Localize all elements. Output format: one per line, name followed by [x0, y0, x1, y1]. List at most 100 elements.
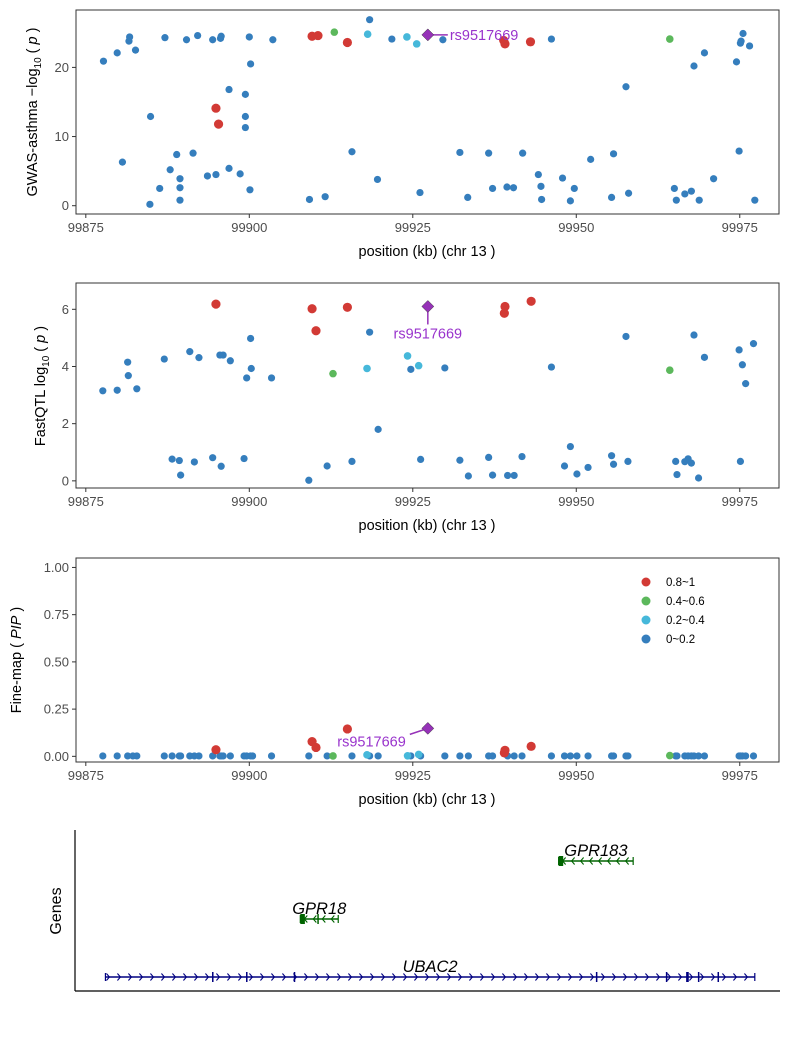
snp-point-24: [348, 752, 356, 760]
snp-point-43: [485, 149, 493, 157]
snp-point-61: [414, 750, 423, 759]
strand-arrow: [579, 973, 584, 981]
snp-point-51: [547, 35, 556, 43]
snp-point-30: [246, 186, 254, 194]
snp-point-16: [226, 752, 234, 760]
snp-point-66: [311, 326, 321, 336]
snp-point-70: [526, 296, 536, 306]
snp-point-33: [305, 195, 314, 204]
gwas-lead-label: rs9517669: [450, 28, 519, 44]
snp-point-12: [209, 752, 217, 760]
strand-arrow: [227, 973, 232, 981]
snp-point-22: [305, 476, 313, 484]
finemap-lead-snp: rs9517669: [337, 722, 435, 750]
snp-point-6: [168, 752, 176, 760]
strand-arrow: [624, 857, 630, 865]
legend-label-2: 0.2~0.4: [666, 615, 705, 627]
snp-point-69: [735, 147, 743, 155]
strand-arrow: [678, 973, 683, 981]
snp-point-49: [537, 182, 545, 190]
snp-point-8: [156, 184, 164, 193]
snp-point-50: [687, 459, 695, 467]
strand-arrow: [524, 973, 529, 981]
snp-point-47: [673, 752, 681, 760]
snp-point-63: [665, 751, 674, 760]
snp-point-13: [176, 184, 184, 192]
snp-point-53: [566, 197, 574, 205]
strand-arrow: [502, 973, 507, 981]
snp-point-41: [584, 752, 592, 760]
snp-point-37: [547, 363, 556, 371]
snp-point-34: [504, 471, 512, 480]
x-tick-label-3: 99950: [558, 494, 594, 509]
snp-point-44: [488, 184, 497, 193]
snp-point-21: [267, 374, 276, 382]
strand-arrow: [601, 973, 606, 981]
snp-point-57: [742, 752, 750, 760]
snp-point-52: [558, 174, 567, 182]
strand-arrow: [480, 973, 485, 981]
y-tick-label-4: 1.00: [44, 560, 69, 575]
finemap-y-axis-title: Fine-map ( PIP ): [9, 607, 25, 713]
strand-arrow: [711, 973, 716, 981]
snp-point-5: [160, 752, 168, 760]
snp-point-45: [503, 183, 511, 191]
snp-point-84: [342, 37, 352, 48]
snp-point-23: [323, 462, 331, 470]
snp-point-9: [186, 348, 194, 356]
genes-y-axis-title: Genes: [48, 887, 65, 934]
gwas-lead-diamond: [421, 28, 435, 42]
snp-point-10: [166, 166, 174, 174]
exon-4: [665, 972, 668, 982]
legend-label-0: 0.8~1: [666, 577, 695, 589]
strand-arrow: [161, 973, 166, 981]
strand-arrow: [183, 973, 188, 981]
snp-point-52: [694, 752, 703, 760]
snp-point-24: [225, 164, 233, 172]
exon-7: [717, 972, 720, 982]
strand-arrow: [216, 973, 221, 981]
snp-point-61: [672, 196, 680, 204]
finemap-points: [99, 724, 758, 760]
gwas-x-axis-title: position (kb) (chr 13 ): [359, 244, 496, 260]
y-tick-label-2: 20: [55, 60, 69, 75]
strand-arrow: [194, 973, 199, 981]
x-tick-label-2: 99925: [395, 768, 431, 783]
strand-arrow: [348, 973, 353, 981]
snp-point-37: [373, 175, 382, 184]
gene-label: UBAC2: [403, 958, 458, 976]
snp-point-26: [374, 425, 382, 433]
x-tick-label-0: 99875: [68, 768, 104, 783]
snp-point-8: [177, 752, 185, 760]
y-tick-label-2: 0.50: [44, 654, 69, 669]
snp-point-58: [749, 752, 758, 760]
snp-point-22: [305, 752, 313, 760]
y-tick-label-1: 2: [62, 416, 69, 431]
snp-point-58: [749, 340, 758, 348]
snp-point-68: [500, 301, 510, 312]
snp-point-41: [456, 148, 464, 157]
snp-point-35: [510, 471, 518, 480]
snp-point-12: [209, 454, 217, 462]
snp-point-31: [464, 472, 472, 480]
strand-arrow: [326, 973, 331, 981]
snp-point-83: [313, 30, 323, 41]
gene-ubac2: UBAC2: [104, 958, 756, 982]
snp-point-14: [176, 175, 184, 183]
strand-arrow: [128, 973, 133, 981]
snp-point-6: [168, 455, 176, 463]
snp-point-70: [526, 741, 536, 751]
strand-arrow: [588, 857, 594, 865]
snp-point-23: [225, 85, 233, 94]
snp-point-59: [363, 364, 371, 373]
strand-arrow: [150, 973, 155, 981]
snp-point-30: [456, 752, 464, 760]
y-tick-label-0: 0.00: [44, 749, 69, 764]
snp-point-23: [323, 752, 331, 760]
snp-point-43: [609, 752, 618, 760]
snp-point-0: [99, 57, 108, 65]
legend-label-1: 0.4~0.6: [666, 596, 705, 608]
strand-arrow: [249, 973, 254, 981]
snp-point-17: [194, 31, 202, 40]
snp-point-33: [488, 752, 497, 760]
